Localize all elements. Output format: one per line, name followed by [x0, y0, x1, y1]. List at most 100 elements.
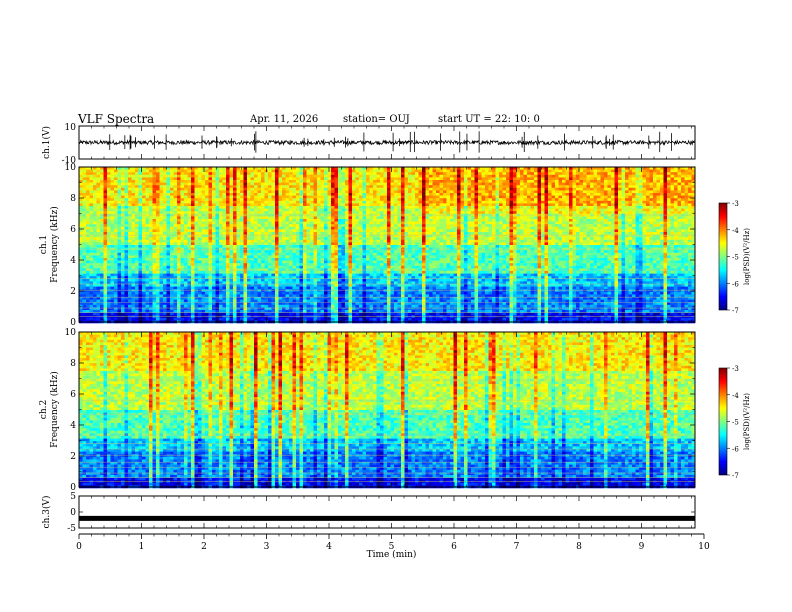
- spectrogram-cell: [509, 229, 514, 233]
- spectrogram-cell: [404, 216, 409, 220]
- spectrogram-cell: [478, 232, 482, 235]
- spectrogram-cell: [369, 200, 374, 204]
- spectrogram-cell: [621, 232, 626, 235]
- spectrogram-cell: [380, 234, 384, 238]
- spectrogram-cell: [362, 206, 367, 209]
- spectrogram-cell: [142, 167, 146, 170]
- spectrogram-cell: [173, 190, 178, 194]
- spectrogram-cell: [114, 206, 118, 209]
- spectrogram-cell: [432, 198, 437, 202]
- spectrogram-cell: [359, 203, 363, 207]
- spectrogram-cell: [509, 211, 514, 215]
- spectrogram-cell: [317, 167, 321, 170]
- spectrogram-cell: [527, 187, 531, 191]
- spectrogram-cell: [597, 190, 601, 194]
- spectrogram-cell: [93, 180, 97, 183]
- spectrogram-cell: [212, 177, 216, 181]
- spectrogram-cell: [499, 172, 503, 176]
- start-time-label: start UT = 22: 10: 0: [438, 114, 540, 125]
- spectrogram-cell: [642, 198, 647, 202]
- spectrogram-cell: [586, 224, 591, 228]
- spectrogram-cell: [446, 208, 451, 212]
- spectrogram-cell: [618, 208, 622, 212]
- spectrogram-cell: [338, 232, 342, 235]
- spectrogram-cell: [376, 193, 381, 196]
- spectrogram-cell: [142, 237, 146, 241]
- spectrogram-cell: [502, 198, 507, 202]
- spectrogram-cell: [485, 234, 489, 238]
- spectrogram-cell: [306, 200, 311, 204]
- spectrogram-cell: [243, 224, 248, 228]
- spectrogram-cell: [439, 211, 444, 215]
- spectrogram-cell: [345, 174, 349, 178]
- spectrogram-cell: [198, 203, 202, 207]
- spectrogram-cell: [236, 195, 241, 199]
- spectrogram-cell: [89, 206, 94, 209]
- spectrogram-cell: [429, 174, 433, 178]
- spectrogram-cell: [226, 187, 230, 191]
- spectrogram-cell: [107, 177, 111, 181]
- spectrogram-cell: [201, 198, 206, 202]
- spectrogram-cell: [380, 221, 384, 225]
- spectrogram-cell: [86, 195, 90, 199]
- spectrogram-cell: [345, 219, 349, 222]
- spectrogram-cell: [166, 206, 171, 209]
- spectrogram-cell: [128, 169, 132, 173]
- spectrogram-cell: [481, 232, 486, 235]
- spectrogram-cell: [96, 219, 101, 222]
- spectrogram-cell: [289, 232, 293, 235]
- spectrogram-cell: [254, 180, 258, 183]
- spectrogram-cell: [684, 216, 689, 220]
- spectrogram-cell: [527, 221, 531, 225]
- spectrogram-cell: [152, 239, 157, 243]
- spectrogram-cell: [306, 182, 311, 186]
- spectrogram-cell: [299, 206, 304, 209]
- spectrogram-cell: [93, 177, 97, 181]
- spectrogram-cell: [82, 182, 87, 186]
- spectrogram-cell: [688, 190, 692, 194]
- spectrogram-cell: [513, 232, 517, 235]
- spectrogram-cell: [124, 208, 129, 212]
- spectrogram-cell: [394, 219, 398, 222]
- spectrogram-cell: [261, 167, 265, 170]
- spectrogram-cell: [82, 187, 87, 191]
- spectrogram-cell: [681, 198, 685, 202]
- spectrogram-cell: [597, 224, 601, 228]
- spectrogram-cell: [649, 195, 654, 199]
- spectrogram-cell: [320, 174, 325, 178]
- spectrogram-cell: [537, 177, 542, 181]
- spectrogram-cell: [219, 208, 223, 212]
- spectrogram-cell: [642, 177, 647, 181]
- spectrogram-cell: [418, 167, 423, 170]
- spectrogram-cell: [159, 211, 164, 215]
- spectrogram-cell: [446, 229, 451, 233]
- spectrogram-cell: [292, 200, 297, 204]
- spectrogram-cell: [653, 180, 657, 183]
- spectrogram-cell: [569, 182, 573, 186]
- spectrogram-cell: [663, 198, 668, 202]
- spectrogram-cell: [684, 229, 689, 233]
- spectrogram-cell: [600, 182, 605, 186]
- spectrogram-cell: [583, 182, 587, 186]
- spectrogram-cell: [663, 208, 668, 212]
- spectrogram-cell: [117, 216, 122, 220]
- spectrogram-cell: [590, 177, 594, 181]
- spectrogram-cell: [429, 203, 433, 207]
- spectrogram-cell: [303, 219, 307, 222]
- spectrogram-cell: [166, 224, 171, 228]
- spectrogram-cell: [257, 177, 262, 181]
- spectrogram-cell: [674, 224, 678, 228]
- spectrogram-cell: [261, 190, 265, 194]
- spectrogram-cell: [394, 226, 398, 230]
- spectrogram-cell: [282, 216, 286, 220]
- spectrogram-cell: [369, 177, 374, 181]
- spectrogram-cell: [502, 190, 507, 194]
- spectrogram-cell: [215, 203, 220, 207]
- spectrogram-cell: [604, 203, 608, 207]
- spectrogram-cell: [180, 180, 185, 183]
- spectrogram-cell: [453, 224, 458, 228]
- spectrogram-cell: [184, 174, 188, 178]
- spectrogram-cell: [422, 206, 426, 209]
- spectrogram-cell: [429, 185, 433, 189]
- spectrogram-cell: [348, 177, 353, 181]
